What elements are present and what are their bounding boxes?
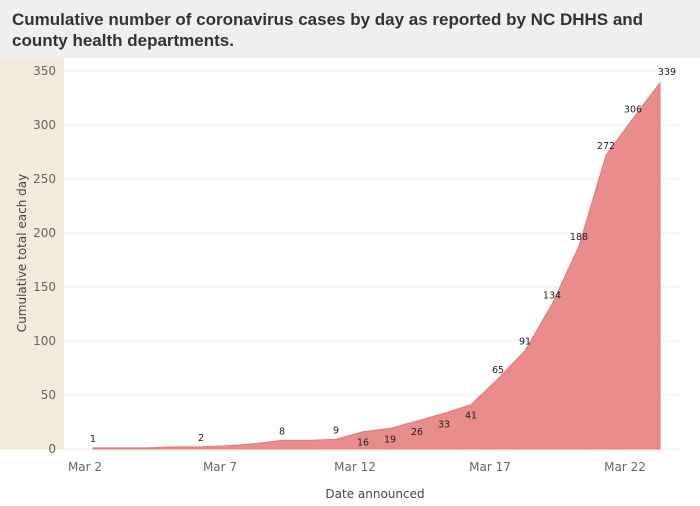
data-label: 33 [438, 419, 450, 430]
chart-title: Cumulative number of coronavirus cases b… [12, 10, 644, 50]
x-tick-labels: Mar 2 Mar 7 Mar 12 Mar 17 Mar 22 [68, 460, 646, 474]
data-label: 91 [519, 337, 531, 348]
data-label: 2 [198, 433, 204, 444]
data-label: 65 [492, 365, 504, 376]
y-axis-title: Cumulative total each day [15, 174, 29, 332]
title-bar: Cumulative number of coronavirus cases b… [0, 0, 700, 58]
y-tick-label: 200 [33, 226, 56, 240]
x-tick-label: Mar 7 [203, 460, 237, 474]
data-label: 134 [543, 290, 561, 301]
y-tick-label: 50 [41, 388, 56, 402]
x-tick-label: Mar 12 [334, 460, 376, 474]
y-tick-label: 0 [48, 442, 56, 456]
data-label: 306 [624, 105, 642, 116]
y-tick-label: 250 [33, 172, 56, 186]
y-tick-labels: 0 50 100 150 200 250 300 350 [33, 64, 56, 456]
y-tick-label: 350 [33, 64, 56, 78]
data-label: 41 [465, 411, 477, 422]
area-series [92, 81, 661, 450]
data-label: 16 [357, 438, 369, 449]
x-axis-title: Date announced [325, 487, 424, 501]
data-label: 188 [570, 232, 588, 243]
chart: 0 50 100 150 200 250 300 350 1 2 8 9 16 19 26 33 41 65 91… [0, 58, 682, 501]
x-tick-label: Mar 2 [68, 460, 102, 474]
y-tick-label: 150 [33, 280, 56, 294]
y-tick-label: 100 [33, 334, 56, 348]
data-labels: 1 2 8 9 16 19 26 33 41 65 91 134 188 272 306 339 [90, 67, 676, 449]
data-label: 8 [279, 426, 285, 437]
data-label: 1 [90, 434, 96, 445]
y-axis-band [0, 58, 64, 450]
x-tick-label: Mar 17 [469, 460, 511, 474]
x-tick-label: Mar 22 [604, 460, 646, 474]
y-tick-label: 300 [33, 118, 56, 132]
data-label: 9 [333, 425, 339, 436]
data-label: 26 [411, 427, 423, 438]
data-label: 272 [597, 141, 615, 152]
data-label: 339 [658, 67, 676, 78]
data-label: 19 [384, 434, 396, 445]
